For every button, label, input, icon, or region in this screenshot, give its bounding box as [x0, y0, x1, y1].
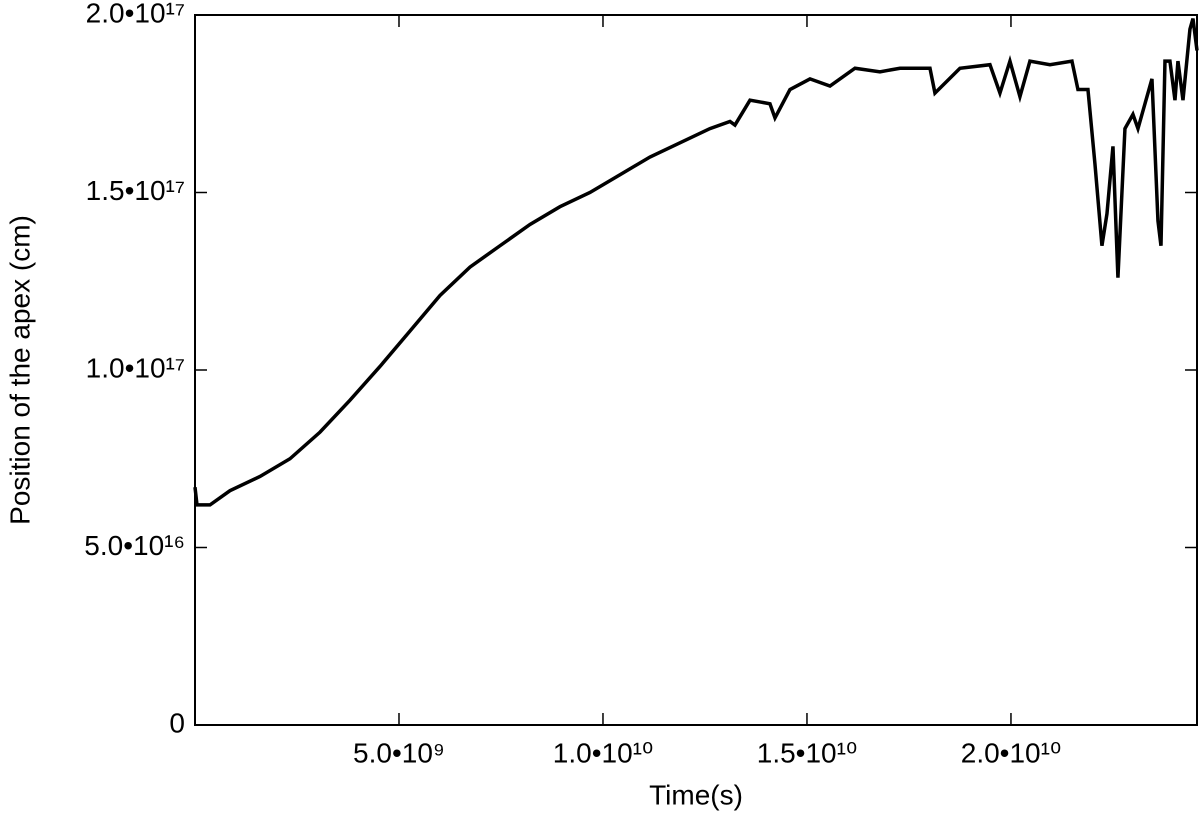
- x-tick-label: 1.0•10¹⁰: [553, 737, 653, 768]
- x-tick-label: 1.5•10¹⁰: [757, 737, 857, 768]
- y-tick-label: 0: [169, 707, 185, 738]
- x-tick-label: 5.0•10⁹: [353, 737, 445, 768]
- x-axis-label: Time(s): [649, 779, 743, 810]
- x-tick-label: 2.0•10¹⁰: [961, 737, 1061, 768]
- y-tick-label: 2.0•10¹⁷: [86, 0, 185, 28]
- y-axis-label: Position of the apex (cm): [4, 215, 35, 525]
- y-tick-label: 1.0•10¹⁷: [86, 352, 185, 383]
- y-tick-label: 5.0•10¹⁶: [84, 530, 185, 561]
- plot-frame: [194, 14, 1198, 726]
- y-tick-label: 1.5•10¹⁷: [86, 175, 185, 206]
- data-line: [193, 18, 1199, 507]
